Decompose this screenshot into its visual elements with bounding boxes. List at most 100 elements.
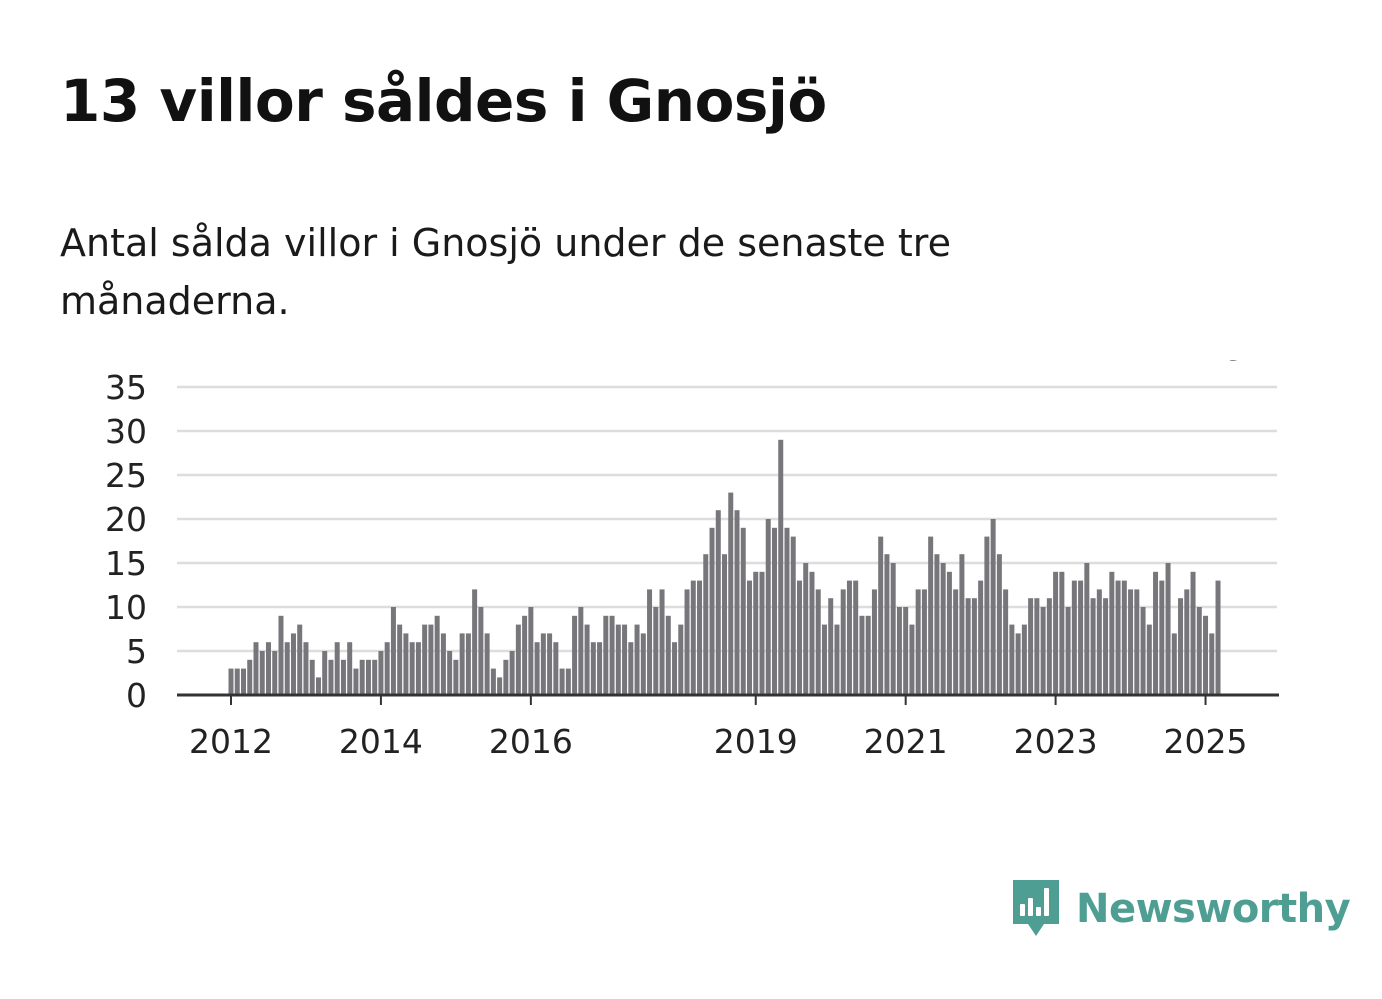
bar (1115, 580, 1121, 695)
bar (1203, 615, 1209, 695)
bar (572, 615, 578, 695)
bar (359, 659, 365, 695)
bar (440, 633, 446, 695)
bar (759, 571, 765, 695)
bar (365, 659, 371, 695)
bar (1134, 589, 1140, 695)
bar (1046, 598, 1052, 695)
bar (634, 624, 640, 695)
bar (578, 607, 584, 695)
bar (553, 642, 559, 695)
x-tick-label: 2016 (489, 722, 573, 761)
bar (1178, 598, 1184, 695)
bar (247, 659, 253, 695)
bar (765, 519, 771, 695)
bar (915, 589, 921, 695)
bar (640, 633, 646, 695)
y-tick-label: 20 (105, 500, 147, 539)
chart-subtitle: Antal sålda villor i Gnosjö under de sen… (60, 221, 951, 323)
chart-title: 13 villor såldes i Gnosjö (60, 67, 827, 135)
bar (853, 580, 859, 695)
bar (940, 563, 946, 695)
bar (978, 580, 984, 695)
bar (990, 519, 996, 695)
bar (428, 624, 434, 695)
x-tick-label: 2019 (714, 722, 798, 761)
bar (747, 580, 753, 695)
bar (615, 624, 621, 695)
bar (684, 589, 690, 695)
bar (522, 615, 528, 695)
bar (1040, 607, 1046, 695)
bar (715, 510, 721, 695)
bar (297, 624, 303, 695)
bar (453, 659, 459, 695)
x-tick-label: 2023 (1014, 722, 1098, 761)
bar (1096, 589, 1102, 695)
bar (928, 536, 934, 695)
bar (697, 580, 703, 695)
bar (472, 589, 478, 695)
bar (809, 571, 815, 695)
bar (953, 589, 959, 695)
bar (846, 580, 852, 695)
bar (459, 633, 465, 695)
bar (434, 615, 440, 695)
bar (1109, 571, 1115, 695)
y-axis-labels: 0 5 10 15 20 25 30 35 (105, 368, 147, 715)
bar (609, 615, 615, 695)
bar (884, 554, 890, 695)
bar (240, 668, 246, 695)
bar (540, 633, 546, 695)
bar (353, 668, 359, 695)
bar-series (228, 439, 1221, 695)
bar (834, 624, 840, 695)
bar (1090, 598, 1096, 695)
bar (559, 668, 565, 695)
bar (1215, 580, 1221, 695)
bar (334, 642, 340, 695)
bar (478, 607, 484, 695)
bar (1034, 598, 1040, 695)
bar (1065, 607, 1071, 695)
bar (1146, 624, 1152, 695)
bar (347, 642, 353, 695)
bar (484, 633, 490, 695)
bar (603, 615, 609, 695)
bar (753, 571, 759, 695)
bar (590, 642, 596, 695)
bar (1153, 571, 1159, 695)
bar (996, 554, 1002, 695)
bar (1121, 580, 1127, 695)
bar (672, 642, 678, 695)
bar (653, 607, 659, 695)
bar (584, 624, 590, 695)
bar (1078, 580, 1084, 695)
y-tick-label: 0 (126, 676, 147, 715)
x-tick-label: 2025 (1164, 722, 1248, 761)
bar (815, 589, 821, 695)
bar (1021, 624, 1027, 695)
bar (290, 633, 296, 695)
bar (372, 659, 378, 695)
bar (515, 624, 521, 695)
bar (921, 589, 927, 695)
bar (1140, 607, 1146, 695)
bar (709, 527, 715, 695)
bar (971, 598, 977, 695)
bar (1165, 563, 1171, 695)
bar (1071, 580, 1077, 695)
bar (315, 677, 321, 695)
bar (597, 642, 603, 695)
bar (1196, 607, 1202, 695)
bar (796, 580, 802, 695)
newsworthy-logo: Newsworthy (1010, 878, 1351, 940)
bar (547, 633, 553, 695)
bar (1015, 633, 1021, 695)
bar (859, 615, 865, 695)
bar (1003, 589, 1009, 695)
bar (821, 624, 827, 695)
bar (803, 563, 809, 695)
bar (390, 607, 396, 695)
